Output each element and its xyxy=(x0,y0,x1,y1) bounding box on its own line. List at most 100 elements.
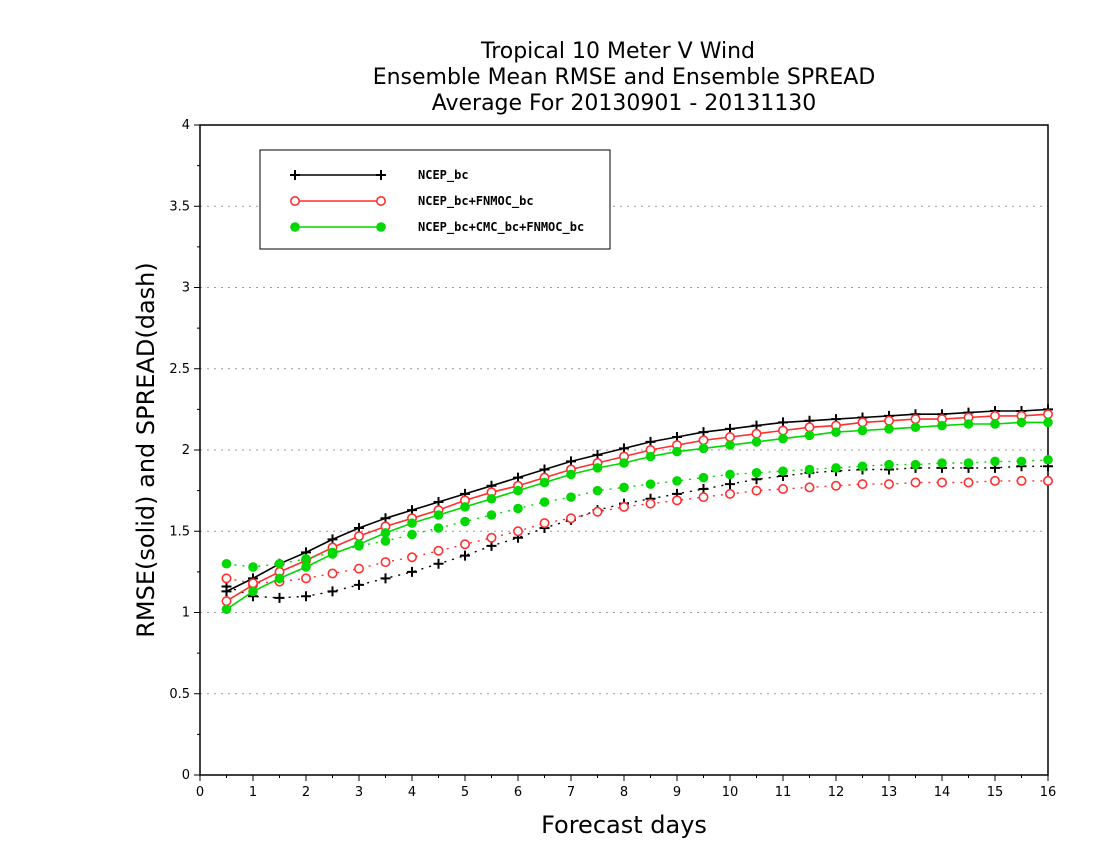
spread-line xyxy=(226,459,1049,568)
x-axis: 0 1 2 3 4 5 6 7 8 9 10 11 12 13 14 15 16 xyxy=(196,775,1056,800)
y-tick-label: 2 xyxy=(182,443,190,458)
spread-point xyxy=(1043,475,1054,486)
spread-point xyxy=(486,532,497,543)
rmse-point xyxy=(751,428,762,439)
legend-item-3: NCEP_bc+CMC_bc+FNMOC_bc xyxy=(290,220,584,235)
rmse-point xyxy=(353,531,364,542)
spread-point xyxy=(990,456,1000,467)
title-line-3: Average For 20130901 - 20131130 xyxy=(432,91,817,116)
rmse-point xyxy=(963,419,974,429)
rmse-point xyxy=(857,417,868,428)
spread-point xyxy=(327,568,338,579)
spread-point xyxy=(751,485,762,496)
spread-point xyxy=(1016,456,1027,467)
x-tick-label: 14 xyxy=(934,785,951,800)
data-series xyxy=(221,404,1054,615)
spread-point xyxy=(592,506,603,517)
series-3 xyxy=(221,417,1053,615)
y-tick-label: 4 xyxy=(182,118,190,133)
spread-point xyxy=(301,554,311,564)
title-line-1: Tropical 10 Meter V Wind xyxy=(480,39,755,64)
spread-point xyxy=(778,466,788,476)
y-tick-label: 1.5 xyxy=(169,524,190,539)
spread-point xyxy=(407,566,417,577)
legend-marker xyxy=(290,222,300,232)
spread-point xyxy=(989,475,1000,486)
spread-point xyxy=(221,573,232,584)
rmse-point xyxy=(566,469,576,480)
spread-point xyxy=(910,459,921,470)
x-tick-label: 15 xyxy=(987,785,1004,800)
legend-label: NCEP_bc+CMC_bc+FNMOC_bc xyxy=(418,220,584,235)
rmse-point xyxy=(645,451,656,462)
x-tick-label: 16 xyxy=(1040,785,1057,800)
series-1 xyxy=(221,404,1053,603)
legend-item-1: NCEP_bc xyxy=(290,168,469,183)
spread-point xyxy=(804,464,815,475)
rmse-point xyxy=(221,596,232,607)
rmse-point xyxy=(937,420,947,431)
rmse-line xyxy=(226,413,1049,602)
spread-point xyxy=(831,463,841,473)
y-tick-label: 3 xyxy=(182,281,190,296)
legend-item-2: NCEP_bc+FNMOC_bc xyxy=(289,194,534,209)
legend: NCEP_bc NCEP_bc+FNMOC_bc NCEP_bc+CMC_bc+FN… xyxy=(259,149,611,250)
spread-point xyxy=(301,591,311,602)
legend-label: NCEP_bc xyxy=(418,168,469,183)
rmse-point xyxy=(777,425,788,436)
rmse-point xyxy=(1016,417,1027,428)
series-2 xyxy=(221,409,1054,607)
x-tick-label: 7 xyxy=(567,785,575,800)
rmse-point xyxy=(910,422,921,433)
spread-point xyxy=(566,492,576,502)
spread-point xyxy=(777,483,788,494)
spread-point xyxy=(380,573,391,584)
spread-point xyxy=(698,472,709,483)
spread-point xyxy=(618,501,629,512)
y-tick-label: 2.5 xyxy=(169,362,190,377)
x-tick-label: 11 xyxy=(775,785,792,800)
y-tick-label: 0 xyxy=(182,768,190,783)
spread-point xyxy=(884,459,894,470)
rmse-point xyxy=(380,528,391,538)
x-tick-label: 5 xyxy=(461,785,469,800)
spread-point xyxy=(883,479,894,490)
spread-point xyxy=(380,557,391,568)
rmse-point xyxy=(433,510,444,520)
spread-point xyxy=(672,476,682,486)
spread-point xyxy=(619,482,629,493)
legend-marker xyxy=(289,196,300,207)
legend-marker xyxy=(290,170,300,180)
spread-point xyxy=(592,485,603,496)
spread-point xyxy=(513,503,523,514)
spread-point xyxy=(406,552,417,563)
spread-point xyxy=(486,510,497,520)
title-line-2: Ensemble Mean RMSE and Ensemble SPREAD xyxy=(373,65,876,90)
legend-box xyxy=(259,149,611,250)
spread-point xyxy=(433,523,444,533)
rmse-point xyxy=(883,415,894,426)
rmse-point xyxy=(1043,417,1053,428)
spread-point xyxy=(327,547,338,558)
x-axis-title: Forecast days xyxy=(541,811,707,839)
spread-point xyxy=(300,573,311,584)
rmse-point xyxy=(751,437,762,447)
spread-point xyxy=(671,495,682,506)
rmse-point xyxy=(857,425,868,436)
spread-point xyxy=(460,516,470,527)
x-tick-label: 12 xyxy=(828,785,845,800)
legend-marker xyxy=(376,170,386,180)
spread-point xyxy=(274,558,285,569)
y-tick-label: 1 xyxy=(182,606,190,621)
spread-point xyxy=(407,529,417,540)
spread-point xyxy=(725,469,735,480)
rmse-point xyxy=(672,446,682,457)
legend-label: NCEP_bc+FNMOC_bc xyxy=(418,194,534,209)
rmse-point xyxy=(513,485,523,496)
spread-point xyxy=(565,513,576,524)
spread-point xyxy=(1016,475,1027,486)
rmse-point xyxy=(274,573,285,584)
spread-point xyxy=(433,545,444,556)
spread-point xyxy=(353,563,364,574)
spread-point xyxy=(698,492,709,503)
